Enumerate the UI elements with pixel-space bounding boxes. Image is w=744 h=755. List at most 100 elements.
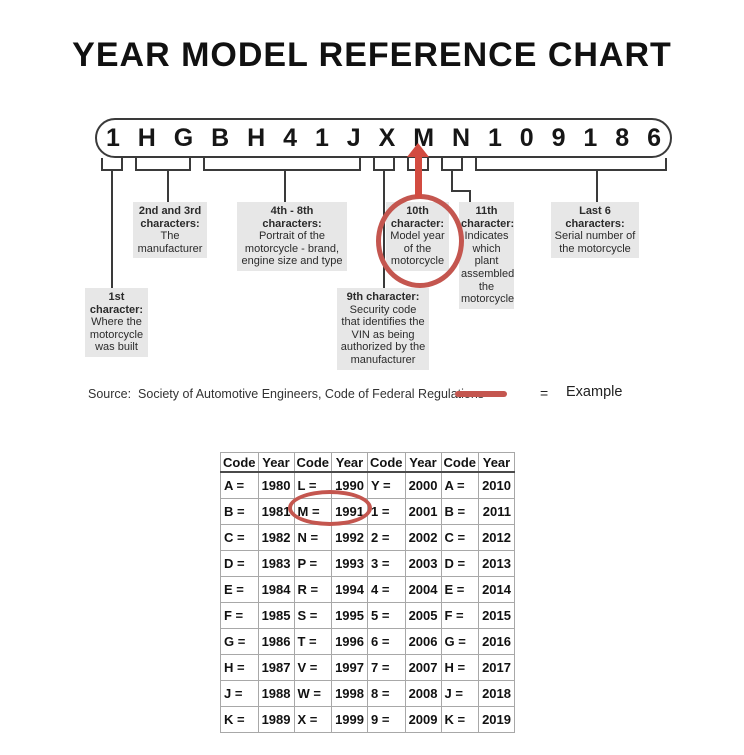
table-row: C = 1982 N = 1992 2 = 2002 C = 2012 [220,524,515,551]
year-code-cell: D = [220,550,259,577]
bracket-2nd-3rd-chars [135,158,191,171]
table-row: J = 1988 W = 1998 8 = 2008 J = 2018 [220,680,515,707]
vin-char-4: B [211,123,230,152]
year-code-cell: S = [293,602,332,629]
connector-11th-down [451,171,453,192]
year-value-cell: 1991 [331,498,368,525]
table-row: B = 1981 M = 1991 1 = 2001 B = 2011 [220,498,515,525]
year-value-cell: 2016 [478,628,515,655]
year-code-cell: K = [220,706,259,733]
vin-char-2: H [137,123,156,152]
year-value-cell: 1988 [257,680,295,707]
year-value-cell: 2014 [478,576,515,603]
year-code-table: Code Year Code Year Code Year Code Year A = 1980 L… [220,452,515,733]
year-value-cell: 2019 [478,706,515,733]
year-code-cell: A = [440,471,479,499]
year-value-cell: 1995 [331,602,368,629]
vin-char-17: 6 [647,123,661,152]
year-code-cell: C = [440,524,479,551]
year-code-cell: 2 = [367,524,406,551]
vin-char-5: H [247,123,266,152]
year-value-cell: 1999 [331,706,368,733]
year-code-cell: B = [440,498,479,525]
table-header-cell: Year [478,452,515,473]
table-row: E = 1984 R = 1994 4 = 2004 E = 2014 [220,576,515,603]
example-dash-icon [455,391,507,397]
year-value-cell: 1985 [257,602,295,629]
vin-char-12: 1 [487,123,502,152]
callout-11th-character: 11th character: Indicates which plant as… [459,202,514,309]
callout-body: The manufacturer [137,230,203,255]
year-code-cell: Y = [367,471,406,499]
year-value-cell: 2008 [404,680,442,707]
table-header-cell: Code [440,452,479,473]
year-value-cell: 1990 [331,471,368,499]
callout-body: Where the motorcycle was built [89,316,144,354]
year-code-cell: A = [220,471,259,499]
vin-char-11: N [451,123,471,152]
year-value-cell: 2015 [478,602,515,629]
year-value-cell: 2013 [478,550,515,577]
year-code-cell: W = [293,680,332,707]
year-value-cell: 1992 [331,524,368,551]
bracket-1st-char [101,158,123,171]
year-value-cell: 2000 [404,471,442,499]
year-value-cell: 1994 [331,576,368,603]
vin-char-13: 0 [519,123,534,152]
bracket-9th-char [373,158,395,171]
callout-heading: 11th character: [461,205,515,230]
year-value-cell: 2011 [478,498,515,525]
table-row: A = 1980 L = 1990 Y = 2000 A = 2010 [220,471,515,499]
table-header-cell: Code [367,452,406,473]
table-row: G = 1986 T = 1996 6 = 2006 G = 2016 [220,628,515,655]
year-value-cell: 2001 [404,498,442,525]
source-attribution: Source: Society of Automotive Engineers,… [88,387,485,401]
callout-body: Security code that identifies the VIN as… [340,303,426,366]
bracket-last-6-chars [475,158,667,171]
year-code-cell: H = [220,654,259,681]
year-value-cell: 2003 [404,550,442,577]
year-value-cell: 2005 [404,602,442,629]
year-code-cell: E = [220,576,259,603]
red-arrow-shaft-icon [415,156,422,198]
year-code-cell: 1 = [367,498,406,525]
connector-11th-across [451,190,471,192]
year-code-cell: P = [293,550,332,577]
table-row: K = 1989 X = 1999 9 = 2009 K = 2019 [220,706,515,733]
legend-example-label: Example [566,384,623,400]
year-code-cell: R = [293,576,332,603]
callout-body: Indicates which plant assembled the moto… [461,230,515,306]
year-value-cell: 1996 [331,628,368,655]
year-value-cell: 2018 [478,680,515,707]
year-code-cell: C = [220,524,259,551]
year-value-cell: 2004 [404,576,442,603]
callout-9th-character: 9th character: Security code that identi… [337,288,429,370]
year-code-cell: H = [440,654,479,681]
connector-9th [383,171,385,288]
callout-heading: 10th character: [390,205,445,230]
vin-char-14: 9 [551,123,566,152]
connector-last-6 [596,171,598,202]
year-value-cell: 2010 [478,471,515,499]
year-code-cell: F = [220,602,259,629]
year-value-cell: 1981 [257,498,295,525]
callout-heading: 9th character: [346,291,420,303]
year-code-cell: D = [440,550,479,577]
year-value-cell: 1980 [257,471,295,499]
callout-body: Model year of the motorcycle [390,230,445,268]
year-code-cell: 5 = [367,602,406,629]
connector-2nd-3rd [167,171,169,202]
year-value-cell: 1987 [257,654,295,681]
year-code-cell: 6 = [367,628,406,655]
year-value-cell: 1993 [331,550,368,577]
year-code-cell: J = [440,680,479,707]
vin-char-3: G [173,123,194,152]
year-code-cell: N = [293,524,332,551]
vin-char-15: 1 [583,123,598,152]
year-code-cell: K = [440,706,479,733]
callout-4th-8th-characters: 4th - 8th characters: Portrait of the mo… [237,202,347,271]
year-code-cell: B = [220,498,259,525]
